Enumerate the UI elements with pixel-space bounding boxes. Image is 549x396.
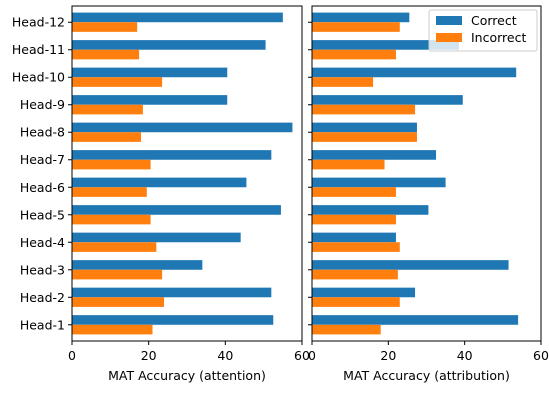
bar-incorrect-head-8 xyxy=(72,132,141,142)
y-tick-label-head-6: Head-6 xyxy=(20,180,65,195)
legend-label-correct: Correct xyxy=(471,13,517,28)
bar-correct-head-1 xyxy=(72,315,274,325)
x-tick-label: 60 xyxy=(294,348,310,363)
x-tick-label: 40 xyxy=(457,348,473,363)
bar-incorrect-head-3 xyxy=(72,269,163,280)
x-tick-label: 60 xyxy=(533,348,549,363)
bar-correct-head-11 xyxy=(312,40,459,50)
bar-incorrect-head-6 xyxy=(72,187,147,197)
bar-correct-head-4 xyxy=(72,232,241,243)
y-tick-label-head-5: Head-5 xyxy=(20,207,65,222)
bar-correct-head-3 xyxy=(312,260,509,270)
bar-incorrect-head-4 xyxy=(312,242,400,252)
y-tick-label-head-2: Head-2 xyxy=(20,290,65,305)
y-tick-label-head-10: Head-10 xyxy=(12,70,65,85)
bar-incorrect-head-9 xyxy=(312,104,416,115)
y-tick-label-head-11: Head-11 xyxy=(12,42,65,57)
bar-correct-head-1 xyxy=(312,315,519,325)
x-tick-label: 0 xyxy=(308,348,316,363)
bar-correct-head-7 xyxy=(312,150,437,160)
bar-correct-head-12 xyxy=(312,12,410,23)
bar-correct-head-4 xyxy=(312,232,396,243)
bar-correct-head-6 xyxy=(72,177,247,188)
attention-panel: Head-1 Head-2 Head-3 Head-4 Head-5 Head-6 Head… xyxy=(12,5,310,383)
bar-incorrect-head-11 xyxy=(72,49,140,60)
bar-incorrect-head-8 xyxy=(312,132,417,142)
x-tick-label: 0 xyxy=(68,348,76,363)
x-axis-label: MAT Accuracy (attention) xyxy=(108,368,266,383)
bar-incorrect-head-10 xyxy=(72,77,163,87)
bar-correct-head-12 xyxy=(72,12,283,23)
bar-incorrect-head-5 xyxy=(72,214,151,225)
axes-frame xyxy=(71,5,303,342)
bar-correct-head-6 xyxy=(312,177,446,188)
legend: Correct Incorrect xyxy=(428,9,538,52)
legend-swatch-correct xyxy=(436,16,462,25)
bar-correct-head-2 xyxy=(72,287,272,298)
bar-incorrect-head-4 xyxy=(72,242,157,252)
y-tick-label-head-9: Head-9 xyxy=(20,97,65,112)
bar-incorrect-head-12 xyxy=(72,22,138,32)
bar-incorrect-head-10 xyxy=(312,77,374,87)
x-tick-label: 40 xyxy=(217,348,233,363)
bar-correct-head-5 xyxy=(312,205,429,215)
bar-correct-head-10 xyxy=(312,67,517,78)
legend-swatch-incorrect xyxy=(436,33,462,42)
axes-frame xyxy=(311,5,542,342)
bar-incorrect-head-5 xyxy=(312,214,396,225)
y-tick-label-head-12: Head-12 xyxy=(12,15,65,30)
bar-correct-head-9 xyxy=(72,95,228,105)
bar-incorrect-head-7 xyxy=(72,159,151,170)
attribution-panel: 0 20 40 60 MAT Accuracy (attribution) xyxy=(308,5,549,383)
bar-incorrect-head-6 xyxy=(312,187,396,197)
y-tick-label-head-1: Head-1 xyxy=(20,317,65,332)
x-tick-label: 20 xyxy=(380,348,396,363)
bar-incorrect-head-7 xyxy=(312,159,385,170)
bar-correct-head-8 xyxy=(312,122,417,133)
bar-correct-head-8 xyxy=(72,122,293,133)
x-axis-label: MAT Accuracy (attribution) xyxy=(343,368,510,383)
legend-label-incorrect: Incorrect xyxy=(471,30,526,45)
bar-incorrect-head-1 xyxy=(72,324,153,335)
bar-correct-head-5 xyxy=(72,205,281,215)
bar-incorrect-head-11 xyxy=(312,49,396,60)
bar-incorrect-head-2 xyxy=(72,297,164,307)
bar-correct-head-10 xyxy=(72,67,228,78)
bar-incorrect-head-2 xyxy=(312,297,400,307)
bar-incorrect-head-12 xyxy=(312,22,400,32)
y-tick-label-head-7: Head-7 xyxy=(20,152,65,167)
bar-correct-head-11 xyxy=(72,40,266,50)
bar-incorrect-head-1 xyxy=(312,324,381,335)
bar-correct-head-9 xyxy=(312,95,463,105)
bar-incorrect-head-3 xyxy=(312,269,398,280)
y-tick-label-head-4: Head-4 xyxy=(20,235,65,250)
bar-correct-head-2 xyxy=(312,287,416,298)
y-tick-label-head-8: Head-8 xyxy=(20,125,65,140)
bar-correct-head-3 xyxy=(72,260,203,270)
bar-incorrect-head-9 xyxy=(72,104,143,115)
bar-correct-head-7 xyxy=(72,150,272,160)
y-tick-label-head-3: Head-3 xyxy=(20,262,65,277)
x-tick-label: 20 xyxy=(141,348,157,363)
